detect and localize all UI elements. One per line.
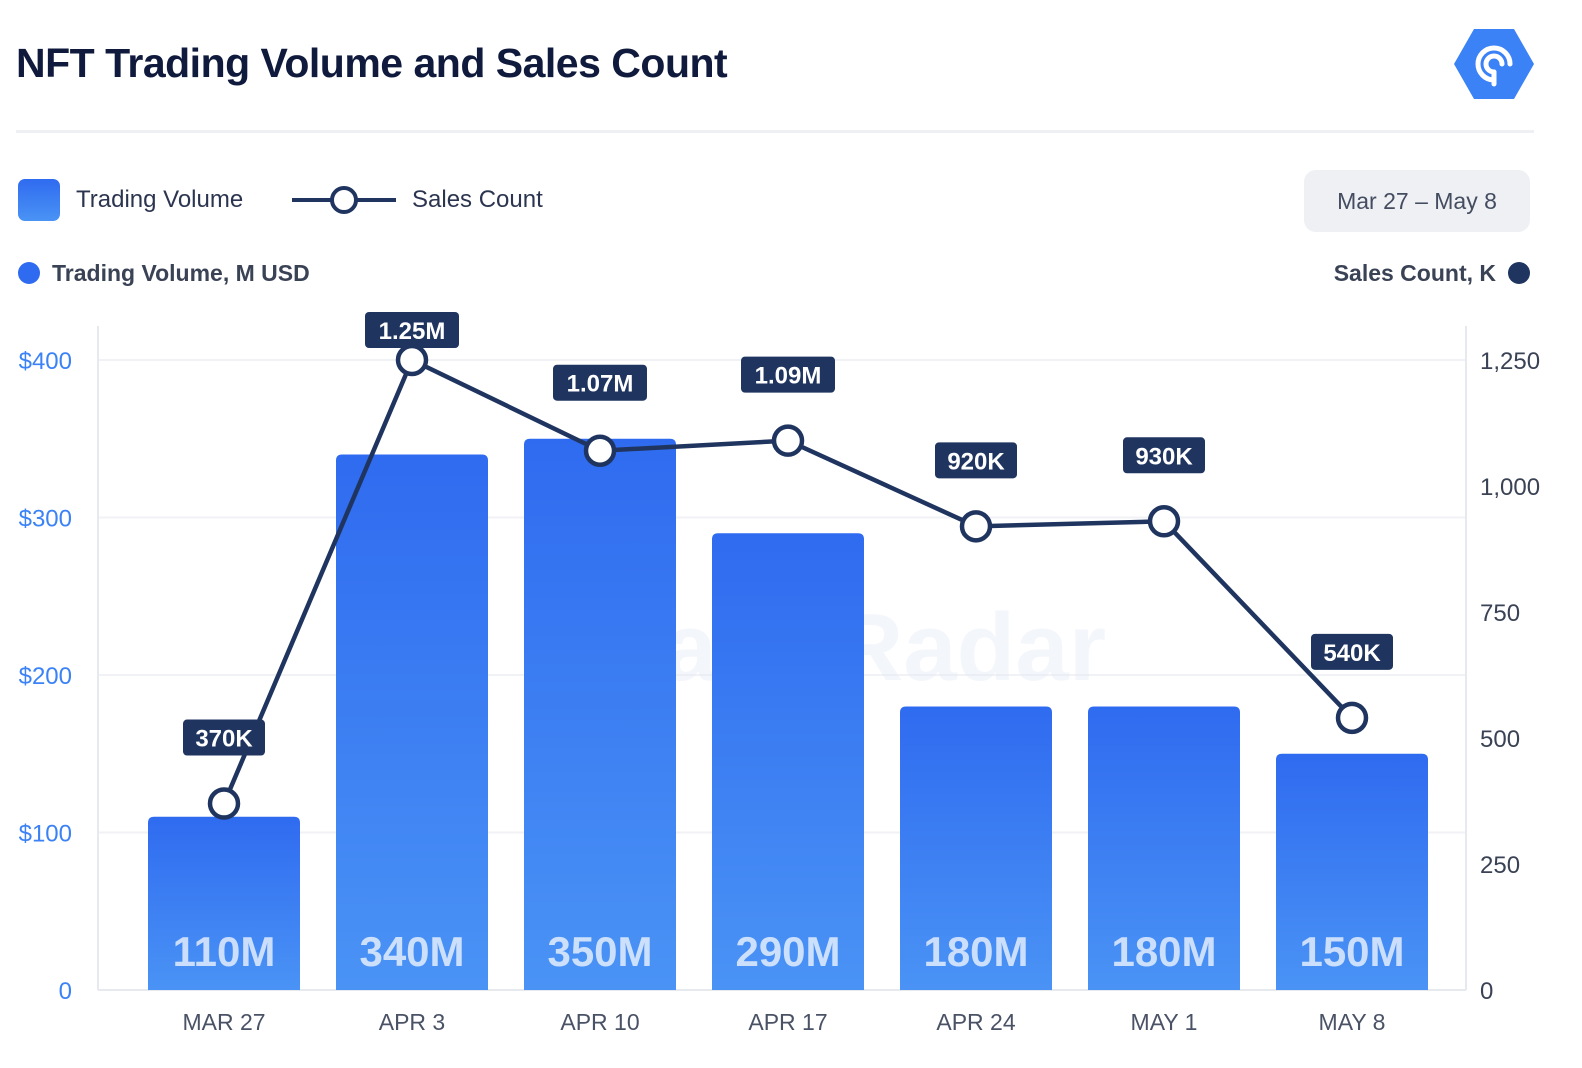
sales-count-label: 540K	[1323, 640, 1381, 667]
left-axis-name: Trading Volume, M USD	[18, 257, 310, 289]
volume-bar	[712, 533, 864, 990]
sales-count-point	[583, 434, 617, 467]
left-axis-tick-label: $200	[19, 663, 72, 690]
sales-label-box	[183, 719, 265, 756]
volume-bar-label: 340M	[359, 928, 464, 975]
right-axis-tick-label: 1,000	[1480, 474, 1540, 501]
left-axis-tick-label: 0	[59, 978, 72, 1005]
sales-label-box	[1311, 633, 1393, 670]
right-axis-tick-label: 0	[1480, 978, 1493, 1005]
volume-dot-icon	[18, 262, 40, 284]
left-axis-tick-label: $100	[19, 821, 72, 848]
volume-bar-label: 180M	[1111, 928, 1216, 975]
sales-count-label: 370K	[195, 726, 253, 753]
volume-bar	[524, 438, 676, 990]
sales-count-label: 1.25M	[379, 318, 446, 345]
sales-count-point	[1147, 505, 1181, 538]
x-axis-tick-label: MAR 27	[182, 1009, 265, 1035]
legend-trading-volume[interactable]: Trading Volume	[18, 178, 243, 222]
sales-label-box	[1123, 437, 1205, 474]
legend-trading-volume-label: Trading Volume	[76, 186, 244, 213]
dappradar-logo-icon[interactable]	[1452, 26, 1536, 102]
volume-bar-label: 350M	[547, 928, 652, 975]
volume-bar	[148, 816, 300, 990]
x-axis-tick-label: APR 17	[748, 1009, 827, 1035]
volume-bar-label: 290M	[735, 928, 840, 975]
legend-sales-count[interactable]: Sales Count	[292, 178, 543, 222]
x-axis-tick-label: MAY 8	[1319, 1009, 1386, 1035]
bar-swatch-icon	[18, 179, 60, 221]
right-axis-name: Sales Count, K	[1334, 257, 1530, 289]
right-axis-tick-label: 250	[1480, 852, 1520, 879]
sales-count-point	[395, 343, 429, 377]
sales-label-box	[553, 364, 647, 401]
sales-count-point	[1335, 701, 1369, 735]
sales-count-point	[959, 510, 993, 543]
volume-bar	[1088, 706, 1240, 990]
sales-count-label: 930K	[1135, 443, 1193, 470]
right-axis-tick-label: 500	[1480, 726, 1520, 753]
sales-dot-icon	[1508, 262, 1530, 284]
volume-bar-label: 110M	[173, 928, 276, 975]
date-range-selector[interactable]: Mar 27 – May 8	[1304, 170, 1530, 232]
volume-bar	[336, 454, 488, 990]
right-axis-name-label: Sales Count, K	[1333, 259, 1496, 286]
sales-count-label: 1.09M	[755, 363, 822, 390]
volume-bar	[1276, 753, 1428, 990]
sales-label-box	[935, 442, 1017, 479]
volume-bar-label: 180M	[923, 928, 1028, 975]
right-axis-tick-label: 1,250	[1480, 348, 1540, 375]
sales-count-point	[771, 424, 805, 457]
x-axis-tick-label: APR 3	[379, 1009, 445, 1035]
x-axis-tick-label: MAY 1	[1131, 1009, 1198, 1035]
x-axis-tick-label: APR 24	[936, 1009, 1015, 1035]
x-axis-tick-label: APR 10	[560, 1009, 639, 1035]
right-axis-tick-label: 750	[1480, 600, 1520, 627]
line-marker-icon	[292, 186, 396, 214]
header-divider	[16, 130, 1534, 133]
chart-title: NFT Trading Volume and Sales Count	[16, 40, 728, 86]
volume-bar	[900, 706, 1052, 990]
sales-count-label: 1.07M	[567, 371, 634, 398]
sales-count-point	[207, 787, 241, 820]
legend-sales-count-label: Sales Count	[412, 186, 543, 213]
volume-bar-label: 150M	[1299, 928, 1404, 975]
left-axis-tick-label: $300	[19, 506, 72, 533]
sales-label-box	[365, 312, 459, 348]
left-axis-tick-label: $400	[19, 348, 72, 375]
left-axis-name-label: Trading Volume, M USD	[52, 259, 310, 286]
sales-label-box	[741, 356, 835, 393]
sales-count-label: 920K	[947, 448, 1005, 475]
